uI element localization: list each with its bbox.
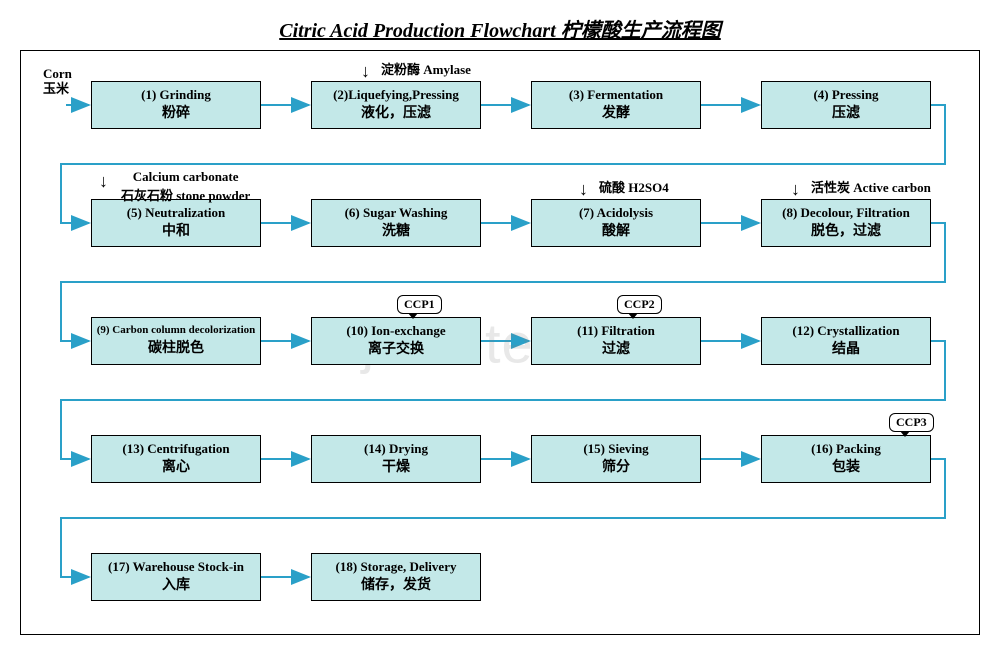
input-arrow-1: ↓ [99, 171, 108, 192]
process-node-2: (2)Liquefying,Pressing液化，压滤 [311, 81, 481, 129]
input-arrow-0: ↓ [361, 61, 370, 82]
process-node-14: (14) Drying干燥 [311, 435, 481, 483]
process-node-17: (17) Warehouse Stock-in入库 [91, 553, 261, 601]
process-node-6: (6) Sugar Washing洗糖 [311, 199, 481, 247]
page-title: Citric Acid Production Flowchart 柠檬酸生产流程… [0, 0, 1000, 53]
process-node-8: (8) Decolour, Filtration脱色，过滤 [761, 199, 931, 247]
process-node-12: (12) Crystallization结晶 [761, 317, 931, 365]
process-node-3: (3) Fermentation发酵 [531, 81, 701, 129]
input-label-3: 活性炭 Active carbon [811, 177, 931, 196]
input-arrow-3: ↓ [791, 179, 800, 200]
process-node-18: (18) Storage, Delivery储存，发货 [311, 553, 481, 601]
process-node-13: (13) Centrifugation离心 [91, 435, 261, 483]
process-node-10: (10) Ion-exchange离子交换 [311, 317, 481, 365]
input-label-2: 硫酸 H2SO4 [599, 177, 669, 196]
process-node-5: (5) Neutralization中和 [91, 199, 261, 247]
process-node-15: (15) Sieving筛分 [531, 435, 701, 483]
ccp-tag-2: CCP2 [617, 295, 662, 314]
input-label-1: Calcium carbonate石灰石粉 stone powder [121, 169, 250, 204]
input-arrow-2: ↓ [579, 179, 588, 200]
flowchart-frame: tr.jinhetec.com (1) Grinding粉碎(2)Liquefy… [20, 50, 980, 635]
process-node-9: (9) Carbon column decolorization碳柱脱色 [91, 317, 261, 365]
ccp-tag-3: CCP3 [889, 413, 934, 432]
process-node-4: (4) Pressing压滤 [761, 81, 931, 129]
process-node-7: (7) Acidolysis酸解 [531, 199, 701, 247]
process-node-16: (16) Packing包装 [761, 435, 931, 483]
process-node-11: (11) Filtration过滤 [531, 317, 701, 365]
input-label-0: 淀粉酶 Amylase [381, 59, 471, 78]
input-corn: Corn玉米 [43, 67, 72, 97]
ccp-tag-1: CCP1 [397, 295, 442, 314]
process-node-1: (1) Grinding粉碎 [91, 81, 261, 129]
